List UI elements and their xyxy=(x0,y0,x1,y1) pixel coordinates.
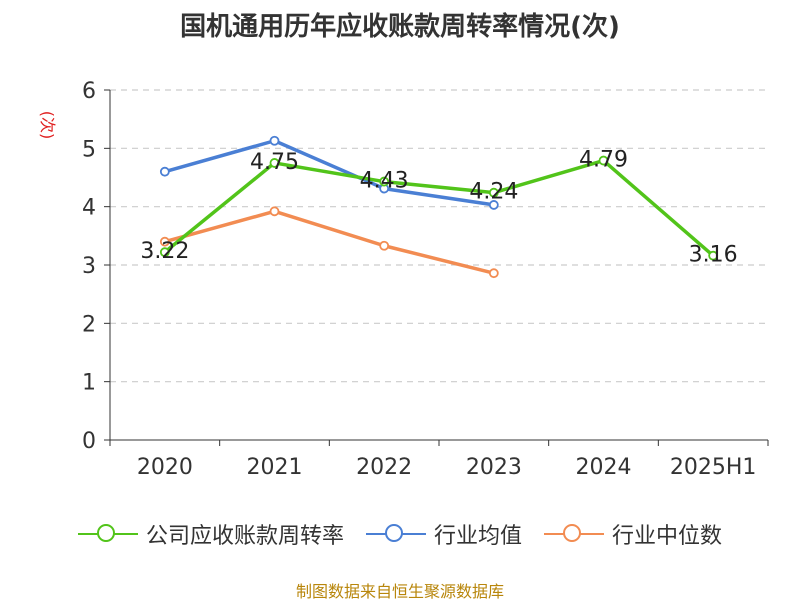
legend-item-company[interactable]: 公司应收账款周转率 xyxy=(77,518,344,550)
data-label: 3.16 xyxy=(689,243,738,268)
data-label: 4.24 xyxy=(469,180,518,205)
legend-marker-icon xyxy=(544,524,604,544)
x-tick-label: 2025H1 xyxy=(670,455,757,480)
x-tick-label: 2020 xyxy=(137,455,193,480)
x-tick-label: 2022 xyxy=(356,455,412,480)
series-line xyxy=(163,158,715,257)
legend-item-industry-median[interactable]: 行业中位数 xyxy=(544,518,722,550)
data-point xyxy=(159,166,170,177)
data-point xyxy=(379,176,390,187)
axes: 0 1 2 3 4 5 6 2020 2021 2022 2023 2024 2025H1 (次) xyxy=(38,79,769,480)
data-point xyxy=(598,155,609,166)
data-point xyxy=(488,200,499,210)
data-label: 4.75 xyxy=(250,150,299,175)
data-label: 3.22 xyxy=(140,239,189,264)
legend-label: 公司应收账款周转率 xyxy=(145,524,344,549)
data-point xyxy=(269,158,280,168)
data-point xyxy=(269,206,280,217)
gridlines xyxy=(110,89,768,383)
legend: 公司应收账款周转率 行业均值 行业中位数 xyxy=(0,518,800,550)
y-tick-label: 5 xyxy=(82,137,96,162)
y-tick-label: 4 xyxy=(82,196,96,221)
legend-label: 行业中位数 xyxy=(612,524,723,549)
legend-label: 行业均值 xyxy=(433,524,522,549)
data-label: 4.79 xyxy=(579,148,628,173)
series-lines xyxy=(159,135,719,279)
series-line xyxy=(164,139,495,207)
data-point xyxy=(379,240,390,251)
y-tick-label: 6 xyxy=(82,79,96,104)
data-point xyxy=(488,187,499,198)
legend-marker-icon xyxy=(77,524,138,544)
chart-title: 国机通用历年应收账款周转率情况(次) xyxy=(180,12,620,42)
y-tick-label: 2 xyxy=(82,312,96,337)
y-tick-label: 1 xyxy=(82,371,96,396)
data-point xyxy=(269,135,280,146)
data-point xyxy=(159,236,170,247)
data-source: 制图数据来自恒生聚源数据库 xyxy=(295,582,504,601)
legend-marker-icon xyxy=(365,524,426,544)
data-labels: 3.22 4.75 4.43 4.24 4.79 3.16 xyxy=(140,148,737,268)
x-tick-label: 2021 xyxy=(247,455,303,480)
y-tick-label: 0 xyxy=(82,429,96,454)
data-label: 4.43 xyxy=(360,169,409,194)
legend-item-industry-mean[interactable]: 行业均值 xyxy=(365,518,522,550)
y-tick-label: 3 xyxy=(82,254,96,279)
x-tick-label: 2024 xyxy=(576,455,632,480)
data-point xyxy=(159,247,170,258)
y-axis-label: (次) xyxy=(38,111,57,140)
x-tick-label: 2023 xyxy=(466,455,522,480)
data-point xyxy=(708,250,719,261)
series-line xyxy=(164,209,495,275)
data-point xyxy=(488,268,499,279)
